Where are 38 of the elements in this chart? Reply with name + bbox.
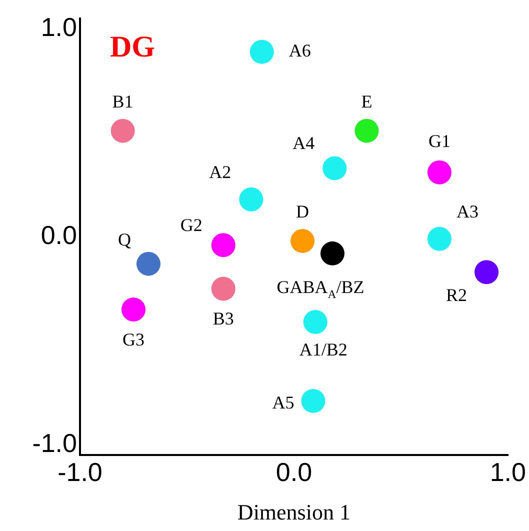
point xyxy=(290,228,315,253)
point xyxy=(427,160,452,184)
x-tick-label: 0.0 xyxy=(276,456,312,487)
point xyxy=(322,156,347,180)
series-label: G1 xyxy=(428,131,450,152)
point xyxy=(136,252,160,276)
series-label: Q xyxy=(118,230,131,250)
series-label: A2 xyxy=(209,162,232,182)
point xyxy=(121,298,146,322)
series-label: A4 xyxy=(292,132,315,153)
series-label: G3 xyxy=(122,329,144,350)
point xyxy=(301,388,326,413)
series-label: A1/B2 xyxy=(299,340,348,360)
point xyxy=(474,260,499,284)
series-label: E xyxy=(361,92,372,112)
point xyxy=(320,241,344,266)
y-tick-label: -1.0 xyxy=(32,428,77,458)
x-axis-title: Dimension 1 xyxy=(237,500,350,525)
point xyxy=(110,118,135,143)
y-tick-label: 0.0 xyxy=(40,220,77,250)
series-label: B3 xyxy=(212,308,234,328)
series-label: A5 xyxy=(272,392,294,413)
series-label: R2 xyxy=(446,284,468,305)
x-tick-label: 1.0 xyxy=(490,456,526,487)
point xyxy=(211,276,236,301)
series-label: G2 xyxy=(180,214,202,235)
point xyxy=(303,310,328,334)
series-label: B1 xyxy=(112,92,134,112)
point xyxy=(211,233,236,258)
point xyxy=(239,187,264,212)
y-tick-label: 1.0 xyxy=(40,12,77,42)
series-label: A6 xyxy=(288,40,311,61)
series-label: A3 xyxy=(456,202,478,222)
point xyxy=(354,118,379,143)
point xyxy=(250,40,274,64)
chart-title: DG xyxy=(110,30,155,64)
series-label: D xyxy=(296,202,310,222)
point xyxy=(427,226,452,251)
